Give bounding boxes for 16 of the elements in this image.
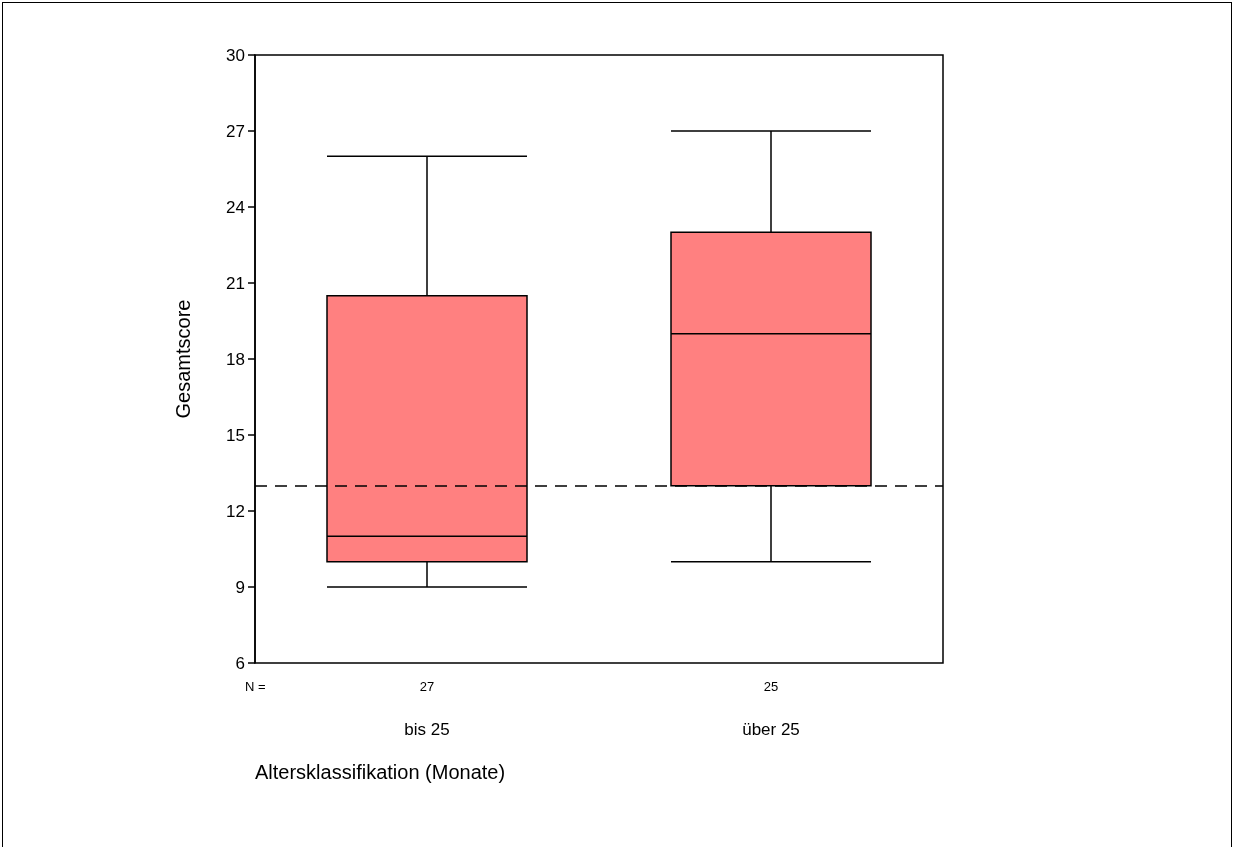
x-axis-title: Altersklassifikation (Monate) <box>255 761 506 783</box>
x-tick-label: bis 25 <box>404 720 450 739</box>
x-tick-label: über 25 <box>742 720 800 739</box>
y-tick-label: 30 <box>226 45 245 65</box>
y-tick-label: 27 <box>226 121 245 141</box>
y-tick-label: 21 <box>226 273 245 293</box>
text: N = <box>245 679 266 694</box>
y-tick-label: 12 <box>226 501 245 521</box>
y-axis-title: Gesamtscore <box>172 299 194 419</box>
y-tick-label: 15 <box>226 425 245 445</box>
text: 27 <box>419 679 435 694</box>
y-tick-label: 18 <box>226 349 245 369</box>
y-tick-label: 9 <box>235 577 245 597</box>
y-tick-label: 6 <box>235 653 245 673</box>
y-tick-label: 24 <box>226 197 245 217</box>
text: 25 <box>763 679 779 694</box>
